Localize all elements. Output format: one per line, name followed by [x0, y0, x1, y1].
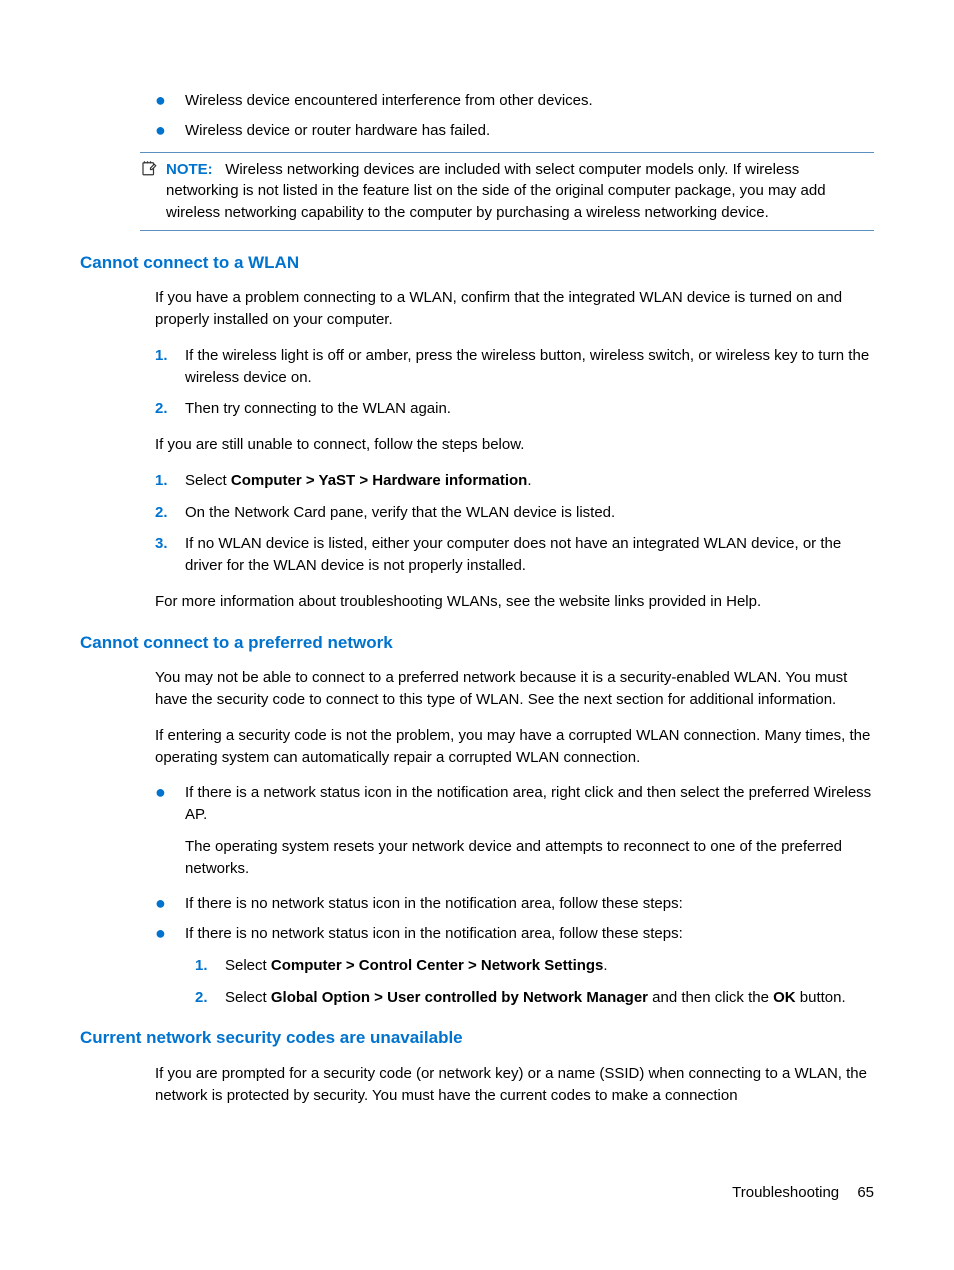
list-item: 1. If the wireless light is off or amber…	[155, 345, 874, 389]
list-item: 2. Select Global Option > User controlle…	[195, 987, 874, 1009]
text-run: button.	[796, 989, 846, 1006]
list-text: If no WLAN device is listed, either your…	[185, 533, 874, 577]
text-run: Select	[225, 989, 271, 1006]
bullet-text: Wireless device encountered interference…	[185, 90, 874, 112]
bullet-icon: ●	[155, 90, 185, 112]
bold-text: Global Option > User controlled by Netwo…	[271, 989, 648, 1006]
top-bullet-list: ● Wireless device encountered interferen…	[155, 90, 874, 142]
ordered-list: 1. Select Computer > YaST > Hardware inf…	[155, 470, 874, 577]
text-run: .	[527, 472, 531, 489]
list-item: ● If there is no network status icon in …	[155, 923, 874, 945]
list-text: Select Computer > YaST > Hardware inform…	[185, 470, 874, 492]
footer-section-label: Troubleshooting	[732, 1184, 839, 1201]
list-item: 3. If no WLAN device is listed, either y…	[155, 533, 874, 577]
text-run: and then click the	[648, 989, 773, 1006]
note-icon	[140, 159, 166, 224]
paragraph: If you are prompted for a security code …	[155, 1063, 874, 1107]
list-text: Then try connecting to the WLAN again.	[185, 398, 874, 420]
note-body: NOTE: Wireless networking devices are in…	[166, 159, 874, 224]
bullet-text: Wireless device or router hardware has f…	[185, 120, 874, 142]
sub-paragraph: The operating system resets your network…	[185, 836, 874, 880]
page-footer: Troubleshooting 65	[732, 1182, 874, 1204]
heading-cannot-connect-wlan: Cannot connect to a WLAN	[80, 251, 874, 276]
paragraph: You may not be able to connect to a pref…	[155, 667, 874, 711]
heading-security-codes-unavailable: Current network security codes are unava…	[80, 1026, 874, 1051]
nested-ordered-list: 1. Select Computer > Control Center > Ne…	[195, 955, 874, 1009]
list-number: 2.	[155, 398, 185, 420]
bullet-text: If there is no network status icon in th…	[185, 923, 874, 945]
list-number: 1.	[155, 470, 185, 492]
list-text: Select Computer > Control Center > Netwo…	[225, 955, 874, 977]
list-number: 2.	[195, 987, 225, 1009]
text-run: Select	[185, 472, 231, 489]
bullet-text: If there is a network status icon in the…	[185, 782, 874, 826]
bullet-icon: ●	[155, 120, 185, 142]
list-text: On the Network Card pane, verify that th…	[185, 502, 874, 524]
list-item: 1. Select Computer > Control Center > Ne…	[195, 955, 874, 977]
page-content: ● Wireless device encountered interferen…	[80, 90, 874, 1106]
list-text: Select Global Option > User controlled b…	[225, 987, 874, 1009]
list-number: 1.	[195, 955, 225, 977]
list-number: 2.	[155, 502, 185, 524]
list-text: If the wireless light is off or amber, p…	[185, 345, 874, 389]
bullet-icon: ●	[155, 782, 185, 826]
list-item: ● If there is a network status icon in t…	[155, 782, 874, 826]
bullet-list: ● If there is no network status icon in …	[155, 893, 874, 945]
note-label: NOTE:	[166, 161, 213, 178]
list-item: 2. On the Network Card pane, verify that…	[155, 502, 874, 524]
text-run: .	[603, 957, 607, 974]
list-item: 1. Select Computer > YaST > Hardware inf…	[155, 470, 874, 492]
paragraph: If you have a problem connecting to a WL…	[155, 287, 874, 331]
bold-text: Computer > Control Center > Network Sett…	[271, 957, 604, 974]
bold-text: Computer > YaST > Hardware information	[231, 472, 527, 489]
paragraph: If entering a security code is not the p…	[155, 725, 874, 769]
bullet-list: ● If there is a network status icon in t…	[155, 782, 874, 826]
bold-text: OK	[773, 989, 796, 1006]
note-text: Wireless networking devices are included…	[166, 161, 826, 222]
bullet-text: If there is no network status icon in th…	[185, 893, 874, 915]
page-number: 65	[857, 1184, 874, 1201]
list-item: ● Wireless device or router hardware has…	[155, 120, 874, 142]
list-item: ● If there is no network status icon in …	[155, 893, 874, 915]
bullet-icon: ●	[155, 923, 185, 945]
ordered-list: 1. If the wireless light is off or amber…	[155, 345, 874, 420]
list-number: 1.	[155, 345, 185, 389]
note-callout: NOTE: Wireless networking devices are in…	[140, 152, 874, 231]
bullet-icon: ●	[155, 893, 185, 915]
heading-cannot-connect-preferred: Cannot connect to a preferred network	[80, 631, 874, 656]
paragraph: If you are still unable to connect, foll…	[155, 434, 874, 456]
list-item: 2. Then try connecting to the WLAN again…	[155, 398, 874, 420]
list-item: ● Wireless device encountered interferen…	[155, 90, 874, 112]
paragraph: For more information about troubleshooti…	[155, 591, 874, 613]
text-run: Select	[225, 957, 271, 974]
list-number: 3.	[155, 533, 185, 577]
